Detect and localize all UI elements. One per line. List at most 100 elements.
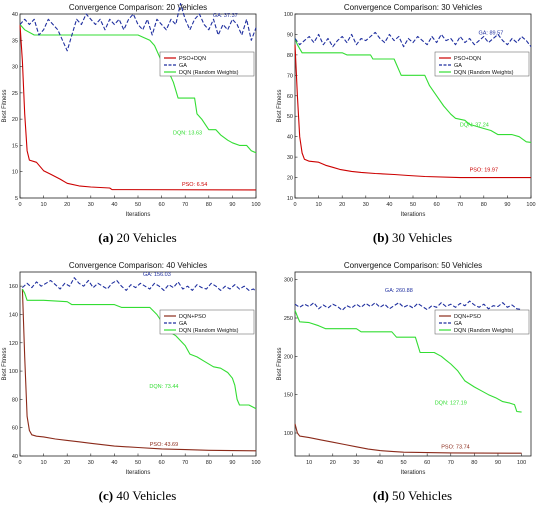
x-tick-label: 100 <box>251 460 260 466</box>
y-tick-label: 30 <box>12 65 18 71</box>
x-tick-label: 40 <box>111 460 117 466</box>
series-line-ga <box>294 31 532 48</box>
y-axis-label: Best Fitness <box>277 89 283 122</box>
y-tick-label: 35 <box>12 38 18 44</box>
series-line-dqn <box>21 288 257 410</box>
series-line-ga <box>19 2 257 52</box>
y-tick-label: 20 <box>12 117 18 123</box>
y-tick-label: 250 <box>284 316 293 322</box>
y-tick-label: 100 <box>9 369 18 375</box>
x-axis-label: Iterations <box>126 470 151 476</box>
data-annotation: DQN: 37.24 <box>460 122 489 128</box>
legend-box <box>434 51 530 77</box>
x-tick-label: 50 <box>410 202 416 208</box>
x-axis-label: Iterations <box>401 470 426 476</box>
plot-area <box>19 13 257 199</box>
y-axis-label: Best Fitness <box>2 347 8 380</box>
x-tick-label: 0 <box>18 202 21 208</box>
x-tick-label: 0 <box>18 460 21 466</box>
series-line-pso <box>294 44 531 179</box>
y-tick-label: 15 <box>12 143 18 149</box>
x-tick-label: 80 <box>206 202 212 208</box>
y-tick-label: 100 <box>284 431 293 437</box>
x-tick-label: 70 <box>182 460 188 466</box>
x-tick-label: 30 <box>353 460 359 466</box>
y-tick-label: 90 <box>287 32 293 38</box>
x-axis-label: Iterations <box>126 212 151 218</box>
data-annotation: DQN: 73.44 <box>149 384 178 390</box>
legend-label: PSO+DQN <box>179 56 206 62</box>
y-tick-label: 40 <box>12 12 18 18</box>
x-tick-label: 80 <box>206 460 212 466</box>
chart-title: Convergence Comparison: 50 Vehicles <box>344 261 482 270</box>
legend-label: DQN (Random Weights) <box>454 328 514 334</box>
chart-50-vehicles: Convergence Comparison: 50 Vehicles 10 20 3… <box>277 261 532 476</box>
x-tick-label: 10 <box>316 202 322 208</box>
x-tick-label: 100 <box>517 460 526 466</box>
x-tick-label: 70 <box>182 202 188 208</box>
data-annotation: GA: 260.88 <box>385 288 413 294</box>
x-tick-label: 50 <box>400 460 406 466</box>
legend-label: GA <box>179 321 187 327</box>
y-axis-label: Best Fitness <box>2 89 8 122</box>
series-line-ga <box>294 300 522 311</box>
data-annotation: DQN: 13.63 <box>173 130 202 136</box>
legend-label: GA <box>179 63 187 69</box>
y-tick-label: 300 <box>284 278 293 284</box>
x-tick-label: 40 <box>111 202 117 208</box>
y-tick-label: 150 <box>284 393 293 399</box>
y-tick-label: 160 <box>9 284 18 290</box>
data-annotation: PSO: 73.74 <box>441 444 469 450</box>
x-tick-label: 30 <box>363 202 369 208</box>
caption-b: (b) 30 Vehicles <box>372 230 453 245</box>
y-tick-label: 30 <box>287 155 293 161</box>
legend-label: GA <box>454 321 462 327</box>
legend-label: DQN+PSO <box>179 314 207 320</box>
plot-area <box>19 271 257 457</box>
x-tick-label: 70 <box>457 202 463 208</box>
x-tick-label: 20 <box>64 202 70 208</box>
x-tick-label: 20 <box>330 460 336 466</box>
series-line-ga <box>22 277 257 293</box>
x-tick-label: 50 <box>135 202 141 208</box>
plot-area <box>294 271 532 457</box>
data-annotation: PSO: 43.69 <box>150 442 178 448</box>
y-tick-label: 120 <box>9 341 18 347</box>
x-axis-label: Iterations <box>401 212 426 218</box>
series-line-dqn <box>294 38 532 143</box>
legend-box <box>159 51 255 77</box>
legend-label: DQN (Random Weights) <box>454 70 514 76</box>
data-annotation: PSO: 6.54 <box>182 182 207 188</box>
series-line-dqn <box>294 310 522 413</box>
legend-label: DQN+PSO <box>454 314 482 320</box>
y-axis-label: Best Fitness <box>277 347 283 380</box>
legend-label: GA <box>454 63 462 69</box>
data-annotation: GA: 89.57 <box>478 30 503 36</box>
x-tick-label: 80 <box>481 202 487 208</box>
chart-title: Convergence Comparison: 20 Vehicles <box>69 3 207 12</box>
y-tick-label: 140 <box>9 312 18 318</box>
chart-20-vehicles: Convergence Comparison: 20 Vehicles 0 10 20… <box>2 2 261 218</box>
data-annotation: GA: 156.03 <box>143 272 171 278</box>
chart-title: Convergence Comparison: 40 Vehicles <box>69 261 207 270</box>
data-annotation: GA: 37.37 <box>213 13 238 19</box>
x-tick-label: 90 <box>229 202 235 208</box>
x-tick-label: 10 <box>306 460 312 466</box>
caption-a: (a) 20 Vehicles <box>98 230 177 245</box>
chart-40-vehicles: Convergence Comparison: 40 Vehicles 0 10 20… <box>2 261 261 476</box>
caption-c: (c) 40 Vehicles <box>98 488 177 503</box>
data-annotation: PSO: 19.97 <box>470 167 498 173</box>
x-tick-label: 100 <box>251 202 260 208</box>
x-tick-label: 10 <box>41 202 47 208</box>
x-tick-label: 40 <box>386 202 392 208</box>
y-tick-label: 50 <box>287 114 293 120</box>
y-tick-label: 40 <box>287 135 293 141</box>
y-tick-label: 70 <box>287 73 293 79</box>
x-tick-label: 60 <box>159 202 165 208</box>
x-tick-label: 60 <box>424 460 430 466</box>
x-tick-label: 90 <box>495 460 501 466</box>
series-line-pso_d <box>294 423 522 454</box>
chart-title: Convergence Comparison: 30 Vehicles <box>344 3 482 12</box>
x-tick-label: 30 <box>88 460 94 466</box>
